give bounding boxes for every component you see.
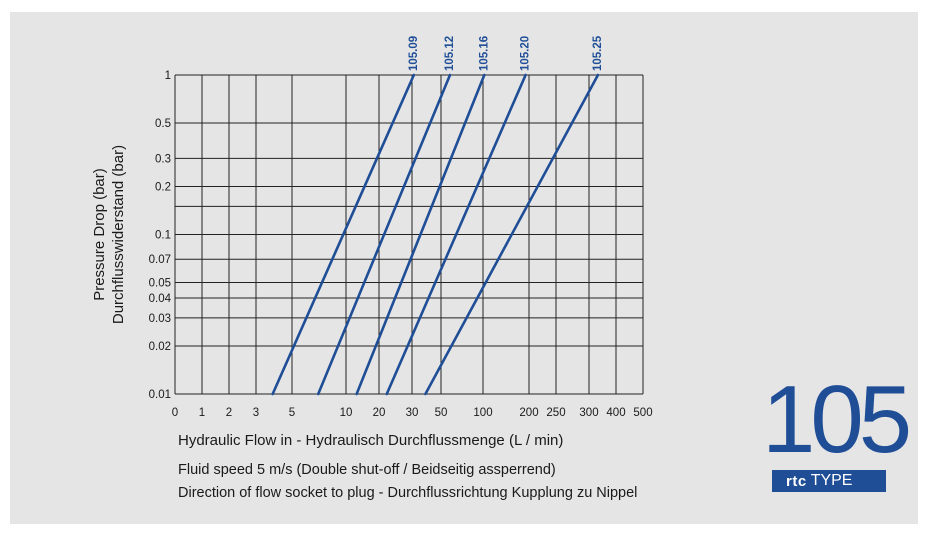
x-tick-label: 2: [226, 407, 232, 419]
y-tick-label: 0.2: [155, 181, 171, 193]
y-tick-label: 1: [165, 70, 171, 82]
series-label: 105.09: [408, 36, 420, 71]
x-tick-label: 500: [633, 407, 652, 419]
type-badge: 105 rtc TYPE: [762, 374, 886, 492]
y-tick-label: 0.04: [149, 293, 172, 305]
y-tick-label: 0.05: [149, 278, 171, 290]
y-tick-label: 0.3: [155, 153, 171, 165]
y-tick-label: 0.01: [149, 389, 171, 401]
flow-direction-note: Direction of flow socket to plug - Durch…: [178, 485, 637, 501]
badge-number: 105: [762, 370, 886, 470]
x-tick-label: 30: [406, 407, 419, 419]
x-tick-label: 200: [519, 407, 538, 419]
y-tick-label: 0.07: [149, 254, 171, 266]
series-label: 105.12: [444, 36, 456, 71]
x-tick-label: 10: [340, 407, 353, 419]
x-tick-label: 5: [289, 407, 295, 419]
series-label: 105.16: [478, 36, 490, 71]
y-tick-label: 0.02: [149, 341, 171, 353]
y-tick-label: 0.1: [155, 230, 171, 242]
x-tick-label: 50: [435, 407, 448, 419]
x-axis-label: Hydraulic Flow in - Hydraulisch Durchflu…: [178, 432, 563, 449]
x-tick-label: 0: [172, 407, 178, 419]
x-tick-label: 400: [606, 407, 625, 419]
series-label: 105.25: [592, 35, 604, 71]
y-axis-label: Pressure Drop (bar): [91, 168, 108, 301]
badge-bar: rtc TYPE: [772, 470, 886, 492]
x-tick-label: 20: [373, 407, 386, 419]
x-tick-label: 100: [473, 407, 492, 419]
y-tick-label: 0.03: [149, 313, 171, 325]
y-tick-label: 0.5: [155, 118, 171, 130]
badge-type-label: TYPE: [811, 472, 853, 490]
x-tick-label: 1: [199, 407, 205, 419]
brand-logo: rtc: [786, 473, 807, 490]
series-label: 105.20: [520, 36, 532, 71]
x-tick-label: 250: [546, 407, 565, 419]
y-axis-label: Durchflusswiderstand (bar): [110, 145, 127, 324]
x-tick-label: 300: [579, 407, 598, 419]
x-tick-label: 3: [253, 407, 259, 419]
fluid-speed-note: Fluid speed 5 m/s (Double shut-off / Bei…: [178, 462, 556, 478]
